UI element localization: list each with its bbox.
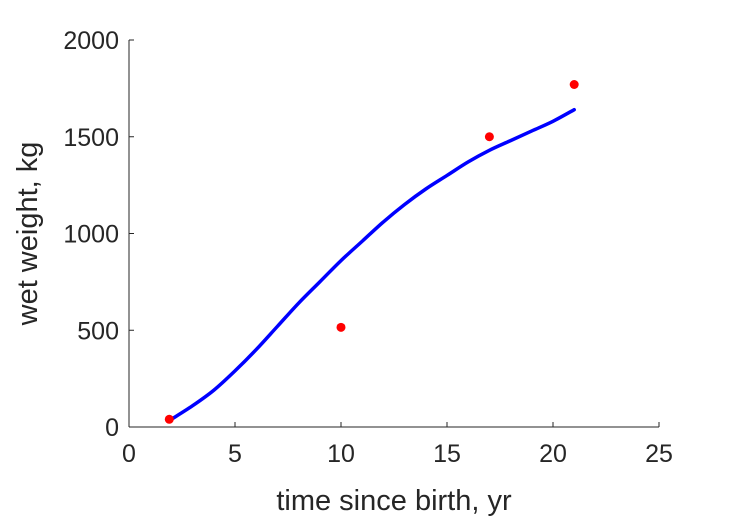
x-tick-label: 0 xyxy=(122,440,136,468)
x-axis-label: time since birth, yr xyxy=(276,485,512,517)
data-point xyxy=(484,132,494,142)
x-tick-label: 10 xyxy=(327,440,355,468)
y-tick-label: 0 xyxy=(105,414,119,442)
data-point xyxy=(336,322,346,332)
x-tick-label: 5 xyxy=(228,440,242,468)
data-point xyxy=(164,414,174,424)
y-tick-label: 2000 xyxy=(63,27,119,55)
y-tick-label: 1000 xyxy=(63,221,119,249)
x-ticks: 0 5 10 15 20 25 xyxy=(122,422,673,468)
y-tick-label: 500 xyxy=(77,317,119,345)
x-tick-label: 15 xyxy=(433,440,461,468)
x-tick-label: 20 xyxy=(539,440,567,468)
y-ticks: 0 500 1000 1500 2000 xyxy=(63,27,134,442)
plot-area xyxy=(164,80,579,424)
y-axis-label: wet weight, kg xyxy=(12,142,44,327)
y-tick-label: 1500 xyxy=(63,124,119,152)
data-point xyxy=(569,80,579,90)
model-fit-line xyxy=(169,107,576,422)
x-tick-label: 25 xyxy=(645,440,673,468)
axes xyxy=(128,40,659,428)
